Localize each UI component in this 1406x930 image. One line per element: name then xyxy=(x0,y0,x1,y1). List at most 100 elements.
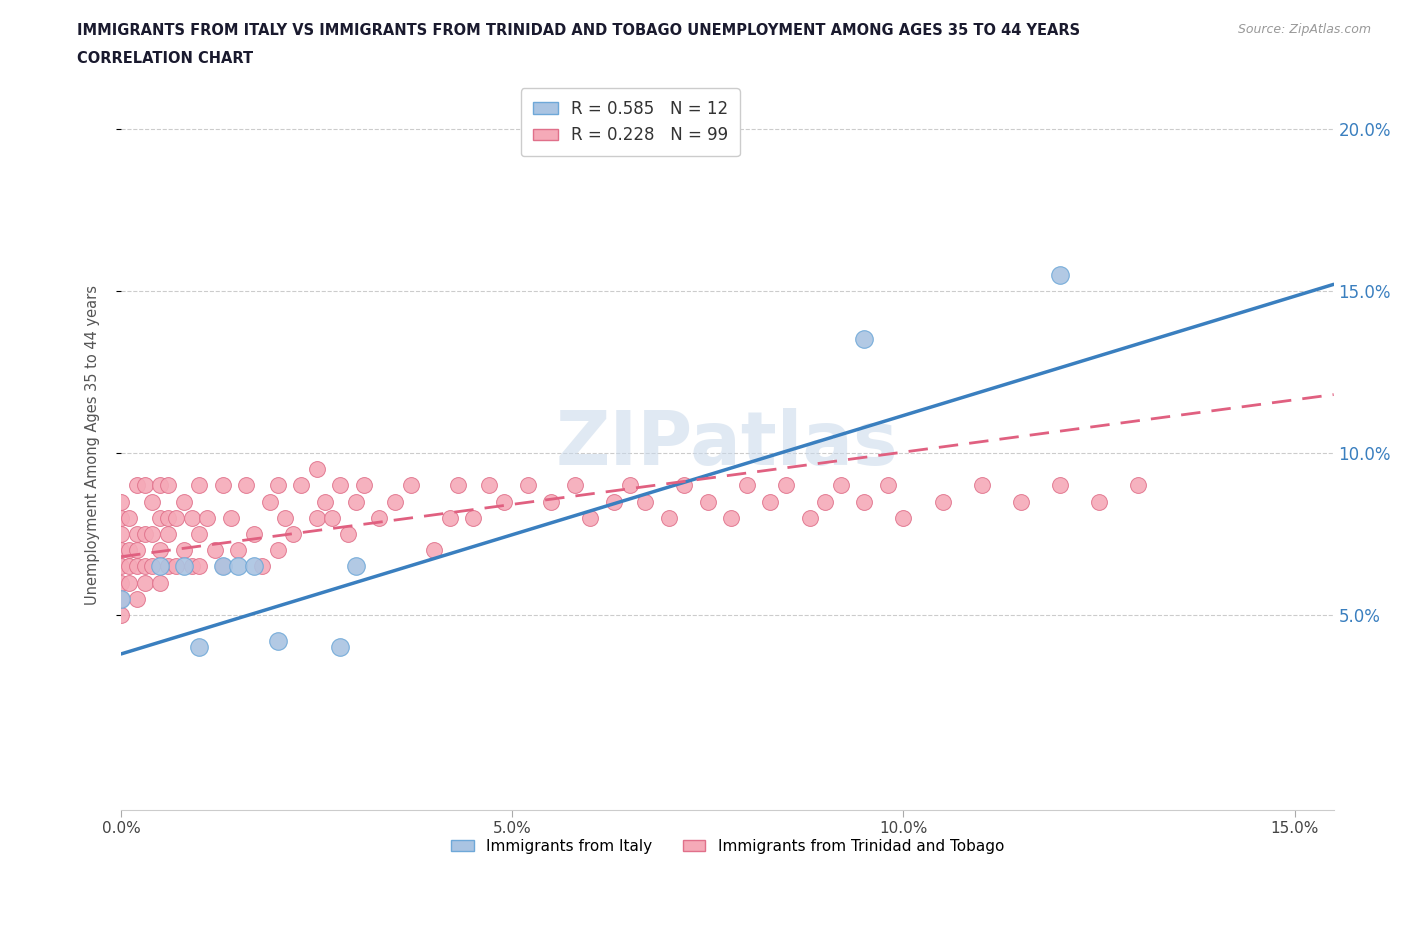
Point xyxy=(165,559,187,574)
Point xyxy=(329,640,352,655)
Point xyxy=(463,511,485,525)
Point xyxy=(1010,494,1032,509)
Point xyxy=(228,559,250,574)
Point xyxy=(149,478,172,493)
Point xyxy=(1049,478,1071,493)
Point xyxy=(478,478,501,493)
Point xyxy=(141,559,163,574)
Point xyxy=(125,559,148,574)
Point xyxy=(157,511,180,525)
Point xyxy=(134,575,156,590)
Point xyxy=(180,511,202,525)
Point xyxy=(235,478,257,493)
Point xyxy=(134,559,156,574)
Point xyxy=(125,526,148,541)
Point xyxy=(173,494,195,509)
Point xyxy=(149,575,172,590)
Point xyxy=(775,478,797,493)
Point xyxy=(110,494,132,509)
Point xyxy=(141,494,163,509)
Point xyxy=(579,511,602,525)
Point xyxy=(344,559,367,574)
Point xyxy=(1088,494,1111,509)
Point xyxy=(423,543,446,558)
Point xyxy=(149,511,172,525)
Point xyxy=(149,559,172,574)
Point xyxy=(399,478,422,493)
Text: Source: ZipAtlas.com: Source: ZipAtlas.com xyxy=(1237,23,1371,36)
Point xyxy=(250,559,273,574)
Point xyxy=(188,559,211,574)
Y-axis label: Unemployment Among Ages 35 to 44 years: Unemployment Among Ages 35 to 44 years xyxy=(86,285,100,604)
Point xyxy=(759,494,782,509)
Point xyxy=(603,494,626,509)
Point xyxy=(439,511,461,525)
Point xyxy=(353,478,375,493)
Point xyxy=(720,511,742,525)
Legend: Immigrants from Italy, Immigrants from Trinidad and Tobago: Immigrants from Italy, Immigrants from T… xyxy=(444,833,1010,860)
Text: ZIPatlas: ZIPatlas xyxy=(557,408,898,482)
Point xyxy=(314,494,336,509)
Point xyxy=(188,640,211,655)
Point xyxy=(283,526,305,541)
Point xyxy=(173,559,195,574)
Point xyxy=(157,478,180,493)
Point xyxy=(931,494,953,509)
Point xyxy=(149,543,172,558)
Point xyxy=(970,478,993,493)
Text: IMMIGRANTS FROM ITALY VS IMMIGRANTS FROM TRINIDAD AND TOBAGO UNEMPLOYMENT AMONG : IMMIGRANTS FROM ITALY VS IMMIGRANTS FROM… xyxy=(77,23,1080,38)
Point xyxy=(110,543,132,558)
Point xyxy=(125,478,148,493)
Point xyxy=(853,332,876,347)
Point xyxy=(540,494,562,509)
Point xyxy=(165,511,187,525)
Point xyxy=(188,478,211,493)
Point xyxy=(157,559,180,574)
Point xyxy=(110,591,132,606)
Point xyxy=(173,543,195,558)
Point xyxy=(134,526,156,541)
Point xyxy=(118,575,141,590)
Point xyxy=(564,478,586,493)
Point xyxy=(321,511,343,525)
Point xyxy=(368,511,391,525)
Point xyxy=(243,559,266,574)
Point xyxy=(658,511,681,525)
Point xyxy=(344,494,367,509)
Point xyxy=(290,478,312,493)
Point xyxy=(110,591,132,606)
Point xyxy=(1049,267,1071,282)
Point xyxy=(110,559,132,574)
Point xyxy=(266,478,288,493)
Point xyxy=(125,591,148,606)
Point xyxy=(266,543,288,558)
Point xyxy=(243,526,266,541)
Point xyxy=(211,478,233,493)
Point xyxy=(211,559,233,574)
Point xyxy=(266,633,288,648)
Point xyxy=(134,478,156,493)
Point xyxy=(830,478,852,493)
Point xyxy=(188,526,211,541)
Point xyxy=(305,461,328,476)
Point xyxy=(125,543,148,558)
Point xyxy=(446,478,468,493)
Point xyxy=(274,511,297,525)
Point xyxy=(204,543,226,558)
Point xyxy=(853,494,876,509)
Point xyxy=(180,559,202,574)
Point xyxy=(118,511,141,525)
Point xyxy=(696,494,718,509)
Point xyxy=(799,511,821,525)
Point xyxy=(1126,478,1149,493)
Point xyxy=(305,511,328,525)
Point xyxy=(110,511,132,525)
Point xyxy=(157,526,180,541)
Point xyxy=(110,526,132,541)
Point xyxy=(211,559,233,574)
Point xyxy=(219,511,242,525)
Point xyxy=(876,478,898,493)
Point xyxy=(814,494,837,509)
Point xyxy=(619,478,641,493)
Point xyxy=(494,494,516,509)
